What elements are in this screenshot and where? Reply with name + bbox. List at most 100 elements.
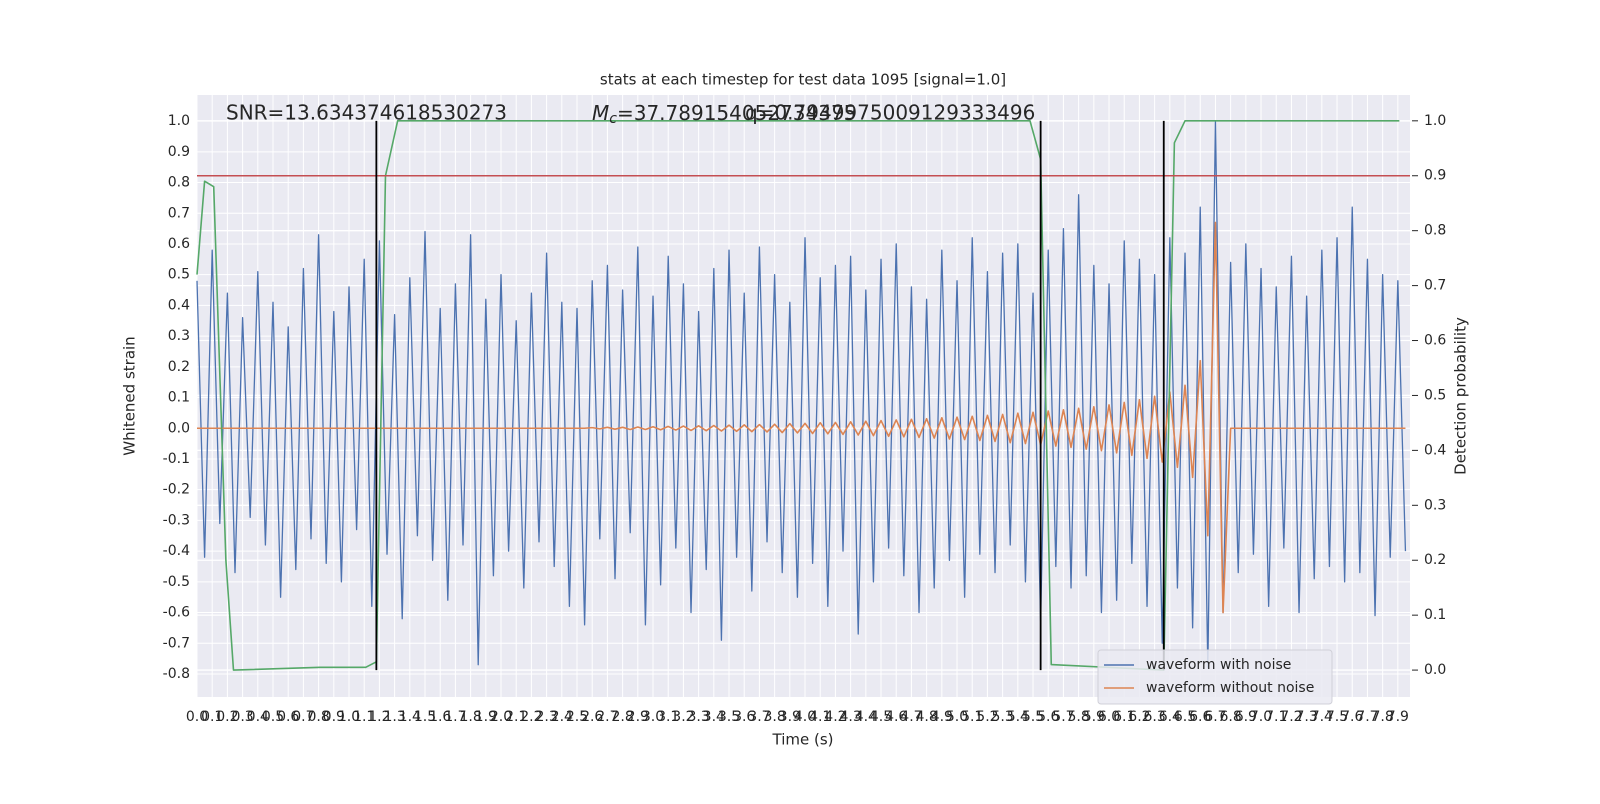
x-tick-label: 4.8 bbox=[915, 709, 937, 725]
y2-tick-label: 0.3 bbox=[1424, 497, 1446, 513]
x-tick-label: 1.5 bbox=[414, 709, 436, 725]
y-tick-label: -0.8 bbox=[163, 666, 190, 682]
x-axis-label: Time (s) bbox=[772, 731, 834, 749]
x-tick-label: 1.2 bbox=[368, 709, 390, 725]
x-tick-label: 3.7 bbox=[748, 709, 770, 725]
y-tick-label: 0.5 bbox=[168, 267, 190, 283]
y-tick-label: -0.6 bbox=[163, 605, 190, 621]
x-tick-label: 3.3 bbox=[687, 709, 709, 725]
x-tick-label: 3.2 bbox=[672, 709, 694, 725]
x-tick-label: 6.5 bbox=[1174, 709, 1196, 725]
x-tick-label: 3.1 bbox=[657, 709, 679, 725]
y-tick-label: 0.4 bbox=[168, 297, 190, 313]
x-tick-label: 4.9 bbox=[931, 709, 953, 725]
y-tick-label: -0.1 bbox=[163, 451, 190, 467]
x-tick-label: 3.4 bbox=[703, 709, 725, 725]
y-tick-label: 0.6 bbox=[168, 236, 190, 252]
y2-tick-label: 0.4 bbox=[1424, 442, 1446, 458]
plot bbox=[196, 120, 1410, 671]
x-tick-label: 3.5 bbox=[718, 709, 740, 725]
x-tick-label: 2.1 bbox=[505, 709, 527, 725]
y-tick-label: 0.1 bbox=[168, 390, 190, 406]
grid bbox=[196, 95, 1410, 697]
x-tick-label: 5.9 bbox=[1083, 709, 1105, 725]
y-tick-label: 1.0 bbox=[168, 113, 190, 129]
x-tick-label: 4.7 bbox=[900, 709, 922, 725]
x-tick-label: 0.5 bbox=[262, 709, 284, 725]
y-tick-label: 0.9 bbox=[168, 144, 190, 160]
mc-value: =37.789154052734375 bbox=[617, 101, 856, 125]
x-tick-label: 3.8 bbox=[763, 709, 785, 725]
x-tick-label: 0.8 bbox=[307, 709, 329, 725]
x-tick-label: 6.0 bbox=[1098, 709, 1120, 725]
legend: waveform with noise waveform without nois… bbox=[1097, 649, 1333, 705]
mc-subscript: c bbox=[609, 111, 617, 127]
x-tick-label: 3.6 bbox=[733, 709, 755, 725]
y2-tick-label: 0.6 bbox=[1424, 333, 1446, 349]
x-tick-label: 1.8 bbox=[459, 709, 481, 725]
mc-annotation: Mc=37.789154052734375 bbox=[592, 101, 856, 128]
x-tick-label: 7.7 bbox=[1356, 709, 1378, 725]
x-tick-label: 6.1 bbox=[1113, 709, 1135, 725]
y-tick-label: -0.3 bbox=[163, 512, 190, 528]
x-tick-label: 1.7 bbox=[444, 709, 466, 725]
x-tick-label: 5.6 bbox=[1037, 709, 1059, 725]
x-tick-label: 4.4 bbox=[855, 709, 877, 725]
x-tick-label: 0.6 bbox=[277, 709, 299, 725]
x-tick-label: 1.3 bbox=[383, 709, 405, 725]
x-tick-label: 4.5 bbox=[870, 709, 892, 725]
x-tick-label: 6.3 bbox=[1143, 709, 1165, 725]
x-tick-label: 7.8 bbox=[1372, 709, 1394, 725]
y2-tick-label: 0.2 bbox=[1424, 552, 1446, 568]
y-tick-label: -0.5 bbox=[163, 574, 190, 590]
y-tick-label: 0.0 bbox=[168, 420, 190, 436]
series-line bbox=[197, 221, 1406, 614]
x-tick-label: 2.2 bbox=[520, 709, 542, 725]
legend-label: waveform without noise bbox=[1146, 680, 1314, 696]
q-annotation: q=0.7949975009129333496 bbox=[745, 101, 1035, 125]
x-tick-label: 5.0 bbox=[946, 709, 968, 725]
y2-tick-label: 0.8 bbox=[1424, 223, 1446, 239]
y-tick-label: 0.3 bbox=[168, 328, 190, 344]
chart-title: stats at each timestep for test data 109… bbox=[600, 71, 1006, 89]
x-tick-label: 7.3 bbox=[1296, 709, 1318, 725]
x-tick-label: 3.9 bbox=[779, 709, 801, 725]
x-tick-label: 1.4 bbox=[399, 709, 421, 725]
x-tick-label: 6.6 bbox=[1189, 709, 1211, 725]
x-tick-label: 3.0 bbox=[642, 709, 664, 725]
y-tick-label: -0.4 bbox=[163, 543, 190, 559]
x-tick-label: 5.1 bbox=[961, 709, 983, 725]
x-tick-label: 1.0 bbox=[338, 709, 360, 725]
x-tick-label: 1.6 bbox=[429, 709, 451, 725]
x-tick-label: 5.3 bbox=[991, 709, 1013, 725]
y2-tick-label: 0.0 bbox=[1424, 662, 1446, 678]
y2-tick-label: 0.7 bbox=[1424, 278, 1446, 294]
y-tick-label: -0.7 bbox=[163, 635, 190, 651]
y2-tick-label: 0.5 bbox=[1424, 387, 1446, 403]
x-tick-label: 4.2 bbox=[824, 709, 846, 725]
x-tick-label: 2.3 bbox=[535, 709, 557, 725]
x-tick-label: 5.8 bbox=[1067, 709, 1089, 725]
x-tick-label: 7.5 bbox=[1326, 709, 1348, 725]
x-tick-label: 4.1 bbox=[809, 709, 831, 725]
x-tick-label: 0.9 bbox=[323, 709, 345, 725]
y-tick-label: 0.8 bbox=[168, 175, 190, 191]
y-axis-label: Whitened strain bbox=[121, 336, 139, 455]
x-tick-label: 0.1 bbox=[201, 709, 223, 725]
x-tick-label: 0.4 bbox=[247, 709, 269, 725]
x-tick-label: 6.8 bbox=[1220, 709, 1242, 725]
y2-tick-label: 0.9 bbox=[1424, 168, 1446, 184]
x-tick-label: 2.5 bbox=[566, 709, 588, 725]
x-tick-label: 0.0 bbox=[186, 709, 208, 725]
y-tick-label: 0.7 bbox=[168, 205, 190, 221]
x-tick-label: 4.6 bbox=[885, 709, 907, 725]
x-tick-label: 2.8 bbox=[611, 709, 633, 725]
x-tick-label: 5.4 bbox=[1007, 709, 1029, 725]
x-tick-label: 2.0 bbox=[490, 709, 512, 725]
x-tick-label: 5.2 bbox=[976, 709, 998, 725]
x-tick-label: 7.2 bbox=[1280, 709, 1302, 725]
x-tick-label: 4.3 bbox=[839, 709, 861, 725]
x-tick-label: 4.0 bbox=[794, 709, 816, 725]
x-tick-label: 0.3 bbox=[231, 709, 253, 725]
x-tick-label: 5.7 bbox=[1052, 709, 1074, 725]
